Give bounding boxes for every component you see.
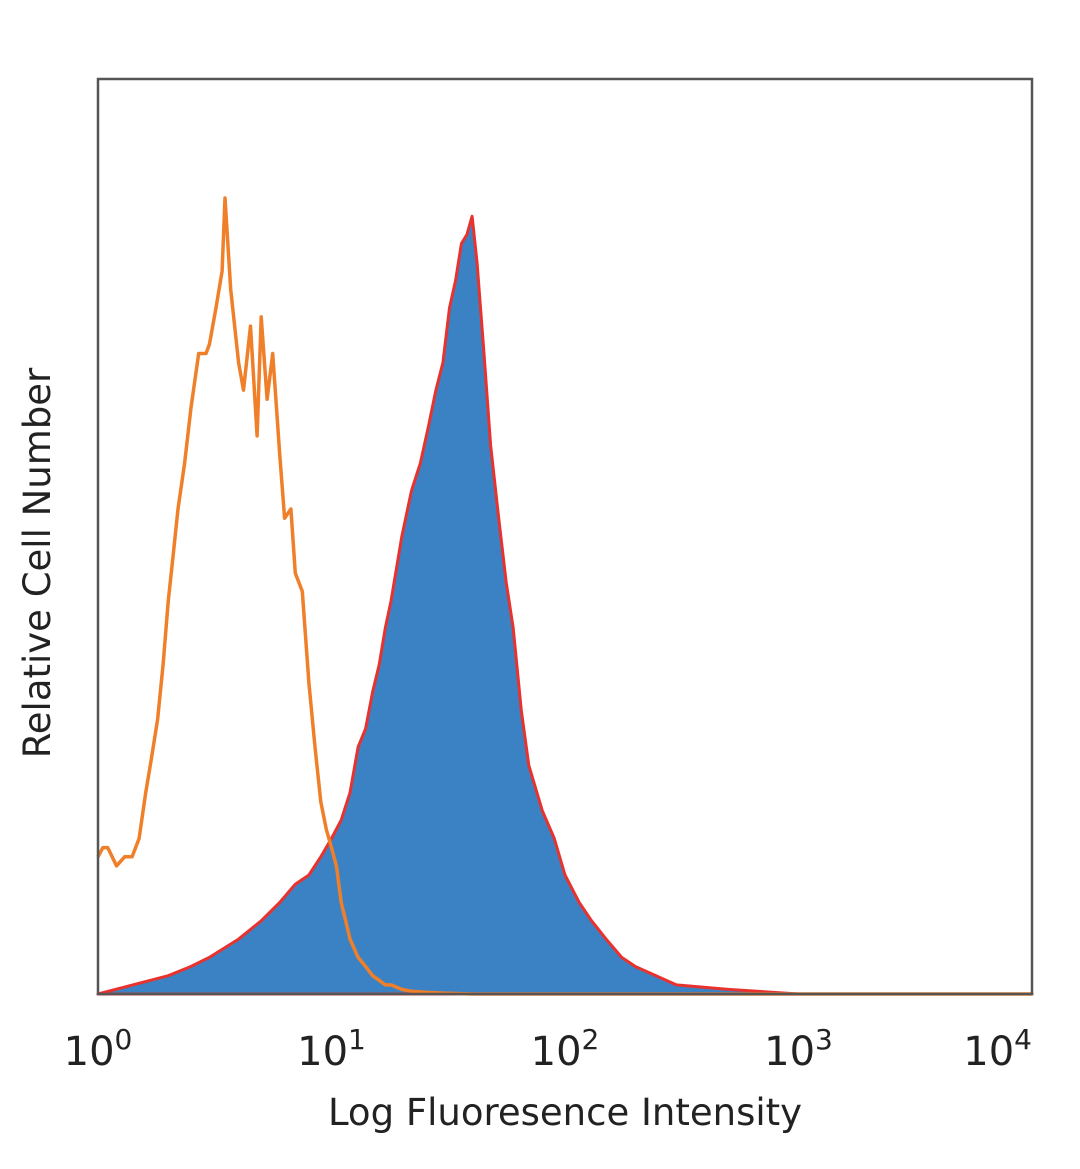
x-tick-label: 104 [963,1023,1032,1075]
x-tick-labels: 100 101 102 103 104 [64,1023,1032,1075]
series-layer [96,196,1034,996]
x-tick-label: 102 [531,1023,600,1075]
plot-frame [96,77,1034,996]
control-histogram-line [96,196,1032,996]
x-tick-label: 103 [764,1023,833,1075]
x-tick-label: 101 [297,1023,366,1075]
stained-histogram-area [96,214,1034,996]
x-tick-label: 100 [64,1023,133,1075]
x-axis-title: Log Fluoresence Intensity [328,1091,802,1134]
y-axis-title: Relative Cell Number [16,367,59,758]
